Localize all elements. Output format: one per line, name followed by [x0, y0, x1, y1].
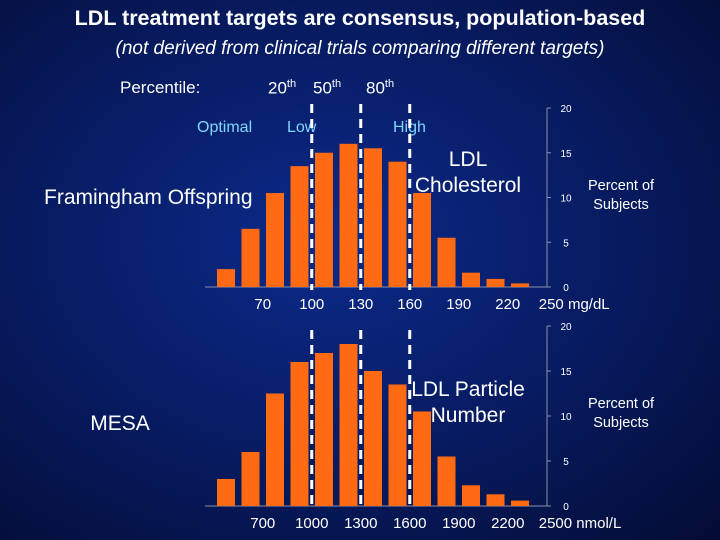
x-tick-label: 190 [446, 296, 471, 313]
histogram-bar [364, 148, 382, 287]
histogram-bar [462, 272, 480, 287]
y-tick-label: 20 [560, 322, 572, 333]
histogram-bar [217, 479, 235, 506]
slide-subtitle: (not derived from clinical trials compar… [115, 38, 605, 59]
histogram-bar [413, 193, 431, 287]
y-tick-label: 15 [560, 367, 572, 378]
x-tick-label: 100 [299, 296, 324, 313]
x-tick-label: 1600 [393, 515, 426, 532]
y-tick-label: 5 [563, 457, 569, 468]
y-tick-label: 10 [560, 194, 572, 205]
histogram-bar [290, 362, 309, 506]
histogram-bar [437, 237, 456, 287]
x-tick-label: 1000 [295, 515, 328, 532]
y-tick-label: 20 [560, 104, 572, 115]
slide-title: LDL treatment targets are consensus, pop… [74, 6, 646, 30]
histogram-bar [339, 143, 358, 287]
x-tick-label: 2200 [491, 515, 524, 532]
percentile-80: 80th [366, 78, 395, 98]
row-label-mesa: MESA [90, 412, 150, 435]
x-tick-label: 250 mg/dL [539, 296, 610, 313]
histogram-bar [462, 485, 480, 506]
ylabel-top: Percent of Subjects [587, 178, 655, 213]
histogram-bar [413, 411, 431, 506]
histogram-bar [241, 228, 260, 287]
x-tick-label: 130 [348, 296, 373, 313]
chart-title-ldl-p: LDL Particle Number [411, 378, 525, 427]
histogram-bar [511, 283, 529, 287]
x-tick-label: 1300 [344, 515, 377, 532]
x-tick-label: 160 [397, 296, 422, 313]
y-tick-label: 15 [560, 149, 572, 160]
histogram-bar [388, 384, 407, 506]
x-tick-label: 220 [495, 296, 520, 313]
histogram-bar [290, 166, 309, 287]
row-label-framingham: Framingham Offspring [44, 186, 253, 209]
x-tick-label: 2500 nmol/L [539, 515, 622, 532]
histogram-bar [315, 353, 333, 506]
histogram-bar [266, 193, 284, 287]
chart-title-ldl-c: LDL Cholesterol [414, 148, 522, 197]
percentile-label: Percentile: [120, 78, 201, 97]
percentile-50: 50th [313, 78, 342, 98]
histogram-bar [511, 500, 529, 506]
histogram-bar [388, 161, 407, 287]
histogram-bar [315, 152, 333, 287]
x-tick-label: 70 [254, 296, 271, 313]
percentile-20: 20th [268, 78, 297, 98]
histogram-bar [339, 344, 358, 506]
histogram-bar [437, 456, 456, 506]
category-low: Low [287, 119, 317, 136]
histogram-bar [486, 494, 505, 506]
x-tick-label: 1900 [442, 515, 475, 532]
histogram-bar [364, 371, 382, 506]
histogram-bar [241, 452, 260, 506]
x-tick-label: 700 [250, 515, 275, 532]
y-tick-label: 10 [560, 412, 572, 423]
histogram-bar [217, 269, 235, 287]
histogram-bar [486, 278, 505, 287]
category-optimal: Optimal [197, 119, 253, 136]
y-tick-label: 0 [563, 502, 569, 513]
y-tick-label: 0 [563, 283, 569, 294]
y-tick-label: 5 [563, 238, 569, 249]
ylabel-bottom: Percent of Subjects [587, 396, 655, 431]
histogram-bar [266, 393, 284, 506]
